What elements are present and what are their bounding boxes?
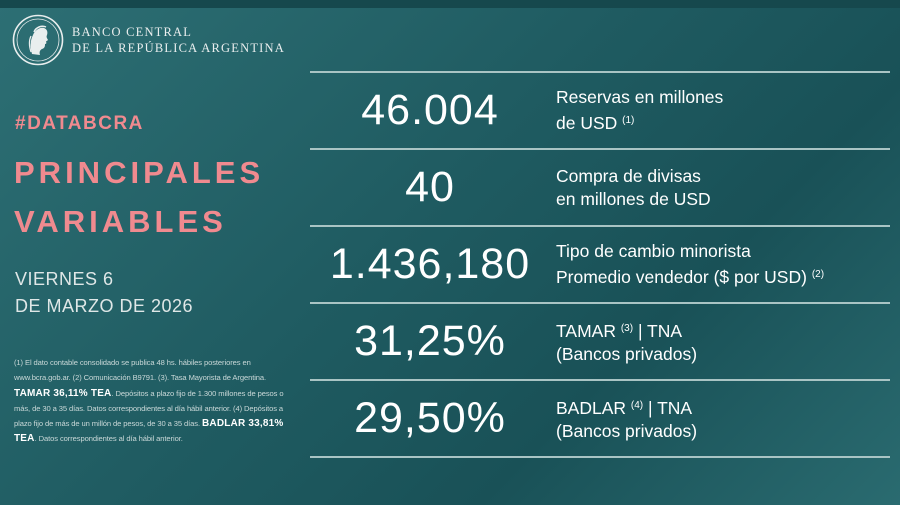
- stat-label-pre: TAMAR: [556, 321, 616, 341]
- date-line2: DE MARZO DE 2026: [15, 296, 194, 316]
- stat-note: (1): [622, 115, 635, 126]
- stat-label: Tipo de cambio minorista Promedio vended…: [556, 240, 824, 289]
- stat-note: (3): [620, 323, 634, 334]
- stat-label-line1: Compra de divisas: [556, 165, 701, 186]
- stat-label-line2: de USD: [556, 113, 618, 133]
- stat-label: Reservas en millones de USD (1): [556, 86, 723, 135]
- publication-date: VIERNES 6 DE MARZO DE 2026: [15, 266, 193, 320]
- stat-row-reserves: 46.004 Reservas en millones de USD (1): [310, 71, 890, 148]
- stat-label: TAMAR (3) | TNA (Bancos privados): [556, 317, 697, 366]
- stats-table: 46.004 Reservas en millones de USD (1) 4…: [310, 71, 890, 458]
- stat-label-pre: BADLAR: [556, 398, 627, 418]
- title-line2: VARIABLES: [14, 204, 227, 239]
- footnote-part2: . Depósitos a plazo fijo de 1.300 millon…: [14, 388, 284, 429]
- footnote-part3: . Datos correspondientes al día hábil an…: [34, 434, 183, 444]
- stat-label-line2: en millones de USD: [556, 188, 711, 209]
- stat-value: 40: [405, 163, 455, 211]
- stat-label: Compra de divisas en millones de USD: [556, 165, 711, 211]
- stat-label-line1-wrap: BADLAR (4) | TNA: [556, 394, 697, 420]
- title-line1: PRINCIPALES: [14, 155, 265, 190]
- bank-name-line2: DE LA REPÚBLICA ARGENTINA: [72, 41, 285, 55]
- stat-label-post: | TNA: [637, 321, 683, 341]
- stat-row-purchases: 40 Compra de divisas en millones de USD: [310, 148, 890, 225]
- stat-value: 1.436,180: [329, 240, 531, 288]
- bank-name-line1: BANCO CENTRAL: [72, 25, 193, 39]
- stat-note: (2): [811, 269, 825, 280]
- footnote-badlar: BADLAR 33,81% TEA: [14, 418, 284, 445]
- footnote: (1) El dato contable consolidado se publ…: [14, 355, 296, 447]
- stat-row-tamar: 31,25% TAMAR (3) | TNA (Bancos privados): [310, 302, 890, 379]
- date-line1: VIERNES 6: [15, 269, 114, 289]
- bank-name: BANCO CENTRAL DE LA REPÚBLICA ARGENTINA: [72, 24, 285, 56]
- stat-label: BADLAR (4) | TNA (Bancos privados): [556, 394, 697, 443]
- bcra-seal-icon: [12, 14, 64, 66]
- stat-label-line2-wrap: Promedio vendedor ($ por USD) (2): [556, 263, 824, 289]
- stat-label-line2: Promedio vendedor ($ por USD): [556, 267, 807, 287]
- footnote-tamar: TAMAR 36,11% TEA: [14, 387, 112, 399]
- stat-note: (4): [630, 400, 644, 411]
- stat-value: 46.004: [361, 86, 499, 134]
- footnote-part1: (1) El dato contable consolidado se publ…: [14, 358, 267, 383]
- stat-row-badlar: 29,50% BADLAR (4) | TNA (Bancos privados…: [310, 379, 890, 458]
- stat-value: 29,50%: [354, 394, 506, 442]
- page-title: PRINCIPALES VARIABLES: [14, 148, 264, 246]
- stat-value: 31,25%: [354, 317, 506, 365]
- stat-label-line2: (Bancos privados): [556, 344, 698, 364]
- stat-label-line2-wrap: de USD (1): [556, 109, 723, 135]
- stat-label-post: | TNA: [648, 398, 693, 418]
- stat-row-exchange-rate: 1.436,180 Tipo de cambio minorista Prome…: [310, 225, 890, 302]
- hashtag: #DATABCRA: [15, 113, 144, 134]
- stat-label-line1: Reservas en millones: [556, 87, 724, 107]
- stat-label-line1: Tipo de cambio minorista: [556, 241, 751, 261]
- top-stripe: [0, 0, 900, 8]
- stat-label-line2: (Bancos privados): [556, 421, 698, 441]
- stat-label-line1-wrap: TAMAR (3) | TNA: [556, 317, 697, 343]
- bcra-logo: BANCO CENTRAL DE LA REPÚBLICA ARGENTINA: [12, 14, 285, 66]
